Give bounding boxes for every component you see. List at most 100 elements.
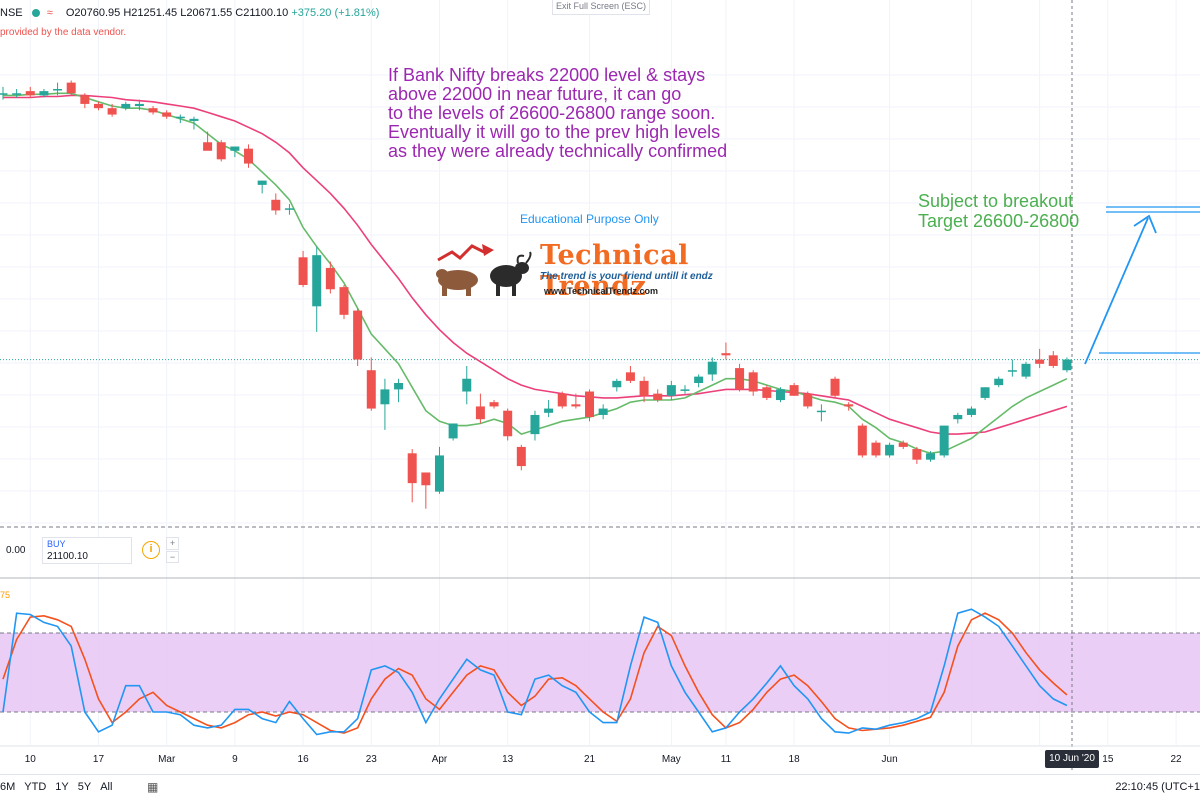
logo-tagline: The trend is your friend untill it endz: [540, 271, 713, 282]
x-tick-label: Apr: [432, 754, 448, 765]
candle-body: [516, 446, 526, 467]
candle-body: [707, 361, 717, 375]
range-selector: 6M YTD 1Y 5Y All: [0, 781, 121, 793]
candle-body: [475, 406, 485, 420]
candle: [175, 114, 185, 124]
exit-fullscreen-button[interactable]: Exit Full Screen (ESC): [552, 0, 650, 15]
candle: [762, 385, 772, 401]
candle: [244, 144, 254, 168]
x-tick-label: 11: [721, 754, 732, 765]
candle: [571, 393, 581, 409]
plus-icon[interactable]: +: [166, 537, 179, 550]
candle: [707, 357, 717, 381]
quantity-stepper[interactable]: + −: [166, 537, 179, 564]
candle: [353, 308, 363, 366]
candle-body: [503, 410, 513, 437]
candle: [775, 387, 785, 403]
candle-body: [530, 414, 540, 435]
candle-body: [857, 425, 867, 456]
candle: [857, 423, 867, 458]
candle-body: [762, 387, 772, 398]
candle: [939, 425, 949, 458]
candle-body: [816, 410, 826, 413]
candle: [448, 423, 458, 441]
candle-body: [721, 353, 731, 356]
candle-body: [134, 103, 144, 107]
x-tick-label: 17: [93, 754, 105, 765]
candle: [216, 140, 226, 162]
candle-body: [1007, 370, 1017, 372]
candle: [639, 376, 649, 403]
x-tick-label: 15: [1102, 754, 1114, 765]
candle-body: [93, 103, 103, 109]
x-axis: 10 17 Mar 9 16 23 Apr 13 21 May 11 18 Jun 15 22: [0, 745, 1200, 765]
candle: [203, 131, 213, 151]
logo: Technical Trendz The trend is your frien…: [432, 238, 782, 302]
x-tick-label: 13: [502, 754, 514, 765]
sell-button[interactable]: 0.00: [6, 545, 26, 556]
candle-body: [203, 142, 213, 151]
candle: [1007, 359, 1017, 377]
candle-body: [980, 387, 990, 398]
candle: [830, 376, 840, 398]
candle-body: [775, 389, 785, 401]
candle: [189, 116, 199, 130]
stoch-k-line: [2, 608, 1068, 736]
candle: [1062, 357, 1072, 373]
crosshair-date-label: 10 Jun '20: [1045, 750, 1099, 768]
candle-body: [735, 368, 745, 390]
candle-body: [244, 148, 254, 164]
candle-body: [189, 118, 199, 121]
calendar-icon[interactable]: ▦: [147, 780, 159, 794]
candle: [462, 365, 472, 405]
candle-body: [912, 449, 922, 460]
candle-body: [380, 389, 390, 405]
breakout-arrow: [1084, 217, 1149, 365]
candle: [680, 385, 690, 394]
candle: [666, 380, 676, 401]
candle: [789, 383, 799, 396]
candle: [598, 404, 608, 420]
candle: [912, 446, 922, 464]
buy-label: BUY: [47, 539, 66, 549]
candle: [544, 400, 554, 418]
candle-body: [366, 370, 376, 409]
candle: [394, 378, 404, 403]
range-5y[interactable]: 5Y: [77, 781, 92, 793]
candle: [489, 400, 499, 409]
candle-body: [885, 444, 895, 456]
candle-body: [339, 287, 349, 315]
candle: [339, 285, 349, 320]
symbol-name[interactable]: NSE: [0, 7, 23, 19]
candle: [516, 444, 526, 471]
buy-button[interactable]: BUY 21100.10: [42, 537, 132, 564]
candle-body: [66, 82, 76, 94]
range-all[interactable]: All: [100, 781, 113, 793]
candle-body: [39, 91, 49, 96]
minus-icon[interactable]: −: [166, 550, 179, 563]
candle-body: [434, 455, 444, 492]
range-ytd[interactable]: YTD: [24, 781, 47, 793]
info-icon[interactable]: i: [142, 541, 160, 559]
x-tick-label: Jun: [882, 754, 898, 765]
candle: [380, 378, 390, 430]
analysis-annotation: If Bank Nifty breaks 22000 level & stays…: [388, 65, 728, 161]
clock-time[interactable]: 22:10:45 (UTC+1: [1115, 781, 1200, 793]
oscillator-band: [0, 632, 1200, 713]
range-1y[interactable]: 1Y: [55, 781, 69, 793]
range-6m[interactable]: 6M: [0, 781, 16, 793]
candle-body: [53, 89, 63, 91]
candle: [53, 82, 63, 96]
candle: [653, 389, 663, 403]
candle-body: [1048, 355, 1058, 366]
candle-body: [571, 404, 581, 407]
buy-price: 21100.10: [47, 551, 88, 562]
candle: [434, 446, 444, 494]
candle-body: [598, 408, 608, 415]
arrow-head: [1133, 214, 1157, 234]
bull-bear-icon: [436, 244, 532, 296]
candle: [134, 99, 144, 111]
candle-body: [803, 393, 813, 407]
candle-body: [148, 108, 158, 113]
